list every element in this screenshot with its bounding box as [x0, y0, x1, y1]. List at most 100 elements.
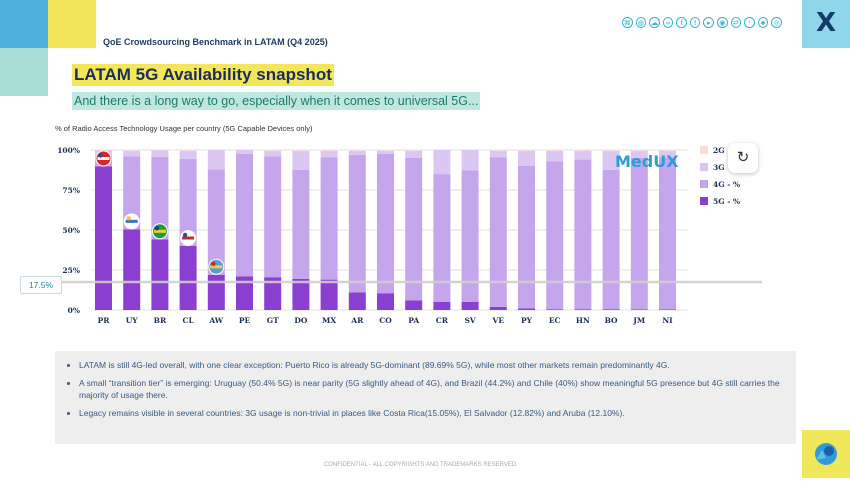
legend-label: 2G: [713, 146, 725, 155]
bar-4g-ar: [349, 155, 366, 293]
x-tick-label: EC: [549, 316, 561, 325]
bar-2g-gt: [264, 150, 281, 151]
mascot-block: [802, 430, 850, 478]
bar-3g-py: [518, 151, 535, 166]
bar-4g-co: [377, 154, 394, 293]
y-tick-label: 75%: [62, 186, 80, 195]
x-tick-label: VE: [492, 316, 505, 325]
y-tick-label: 0%: [68, 306, 80, 315]
bar-3g-hn: [574, 151, 591, 160]
x-tick-label: PR: [98, 316, 111, 325]
bar-5g-do: [292, 279, 309, 310]
note-item: A small “transition tier” is emerging: U…: [79, 377, 786, 402]
bar-3g-aw: [208, 150, 225, 169]
bar-5g-cl: [180, 246, 197, 310]
y-tick-label: 100%: [57, 146, 80, 155]
bar-5g-pa: [405, 300, 422, 310]
mascot-icon: [802, 430, 850, 478]
bar-3g-pe: [236, 150, 253, 154]
x-tick-label: SV: [464, 316, 475, 325]
bar-2g-do: [292, 150, 309, 151]
bar-5g-pr: [95, 166, 112, 310]
bar-4g-py: [518, 166, 535, 308]
bar-5g-uy: [123, 229, 140, 310]
refresh-button[interactable]: ↻: [728, 143, 758, 173]
flag-uruguay-emblem: [127, 216, 131, 220]
bar-4g-do: [292, 170, 309, 279]
bar-5g-ec: [546, 309, 563, 310]
bar-2g-hn: [574, 150, 591, 151]
bar-3g-br: [151, 150, 168, 156]
flag-chile-band: [182, 237, 194, 240]
bar-4g-pa: [405, 158, 422, 300]
x-tick-label: CO: [379, 316, 392, 325]
x-tick-label: AW: [208, 316, 223, 325]
bar-5g-co: [377, 293, 394, 310]
legend-label: 5G - %: [713, 197, 740, 206]
bar-2g-pa: [405, 150, 422, 151]
flag-brazil-band: [154, 230, 166, 233]
note-item: LATAM is still 4G-led overall, with one …: [79, 359, 786, 372]
x-tick-label: MX: [322, 316, 336, 325]
flag-brazil-emblem: [155, 226, 159, 230]
legend-swatch: [700, 197, 708, 205]
x-tick-label: AR: [350, 316, 364, 325]
flag-aruba-emblem: [211, 262, 215, 266]
legend-swatch: [700, 146, 708, 154]
legend-label: 3G: [713, 163, 725, 172]
bar-5g-mx: [321, 280, 338, 310]
bar-3g-cr: [433, 150, 450, 174]
bar-4g-ni: [659, 157, 676, 309]
x-tick-label: PE: [239, 316, 251, 325]
bar-3g-mx: [321, 151, 338, 157]
x-tick-label: PY: [521, 316, 533, 325]
bar-2g-ar: [349, 150, 366, 151]
bar-4g-jm: [631, 158, 648, 310]
flag-puerto-rico-emblem: [98, 153, 102, 157]
legend-label: 4G - %: [713, 180, 740, 189]
bar-2g-co: [377, 150, 394, 151]
flag-uruguay-band: [126, 220, 138, 223]
x-tick-label: GT: [267, 316, 279, 325]
medux-logo: MedUX: [615, 152, 679, 171]
bar-3g-do: [292, 151, 309, 170]
x-tick-label: NI: [662, 316, 673, 325]
x-tick-label: PA: [408, 316, 419, 325]
bar-3g-ec: [546, 151, 563, 161]
flag-puerto-rico-band: [98, 157, 110, 160]
bar-5g-br: [151, 239, 168, 310]
bar-5g-cr: [433, 302, 450, 310]
footer-text: CONFIDENTIAL - ALL COPYRIGHTS AND TRADEM…: [0, 462, 840, 468]
reference-badge: 17.5%: [20, 276, 62, 294]
bar-4g-hn: [574, 160, 591, 310]
x-tick-label: HN: [576, 316, 590, 325]
legend-swatch: [700, 163, 708, 171]
bar-3g-ve: [490, 151, 507, 157]
bar-3g-uy: [123, 151, 140, 157]
bar-2g-ve: [490, 150, 507, 151]
note-item: Legacy remains visible in several countr…: [79, 407, 786, 420]
notes-panel: LATAM is still 4G-led overall, with one …: [55, 351, 796, 444]
bar-2g-bo: [603, 150, 620, 151]
bar-5g-sv: [462, 302, 479, 310]
bar-4g-pe: [236, 154, 253, 276]
bar-5g-ve: [490, 307, 507, 310]
x-tick-label: BO: [605, 316, 618, 325]
flag-aruba-band: [210, 265, 222, 268]
bar-2g-mx: [321, 150, 338, 151]
bar-3g-ar: [349, 151, 366, 155]
bar-3g-co: [377, 151, 394, 154]
x-tick-label: CL: [182, 316, 194, 325]
bar-2g-uy: [123, 150, 140, 151]
x-tick-label: CR: [436, 316, 449, 325]
bar-3g-sv: [462, 150, 479, 171]
bar-5g-aw: [208, 275, 225, 310]
bar-4g-gt: [264, 156, 281, 277]
y-tick-label: 50%: [62, 226, 80, 235]
bar-5g-bo: [603, 309, 620, 310]
bar-4g-ve: [490, 157, 507, 307]
bar-3g-gt: [264, 151, 281, 157]
bar-4g-bo: [603, 170, 620, 309]
bar-3g-pa: [405, 151, 422, 158]
bar-2g-py: [518, 150, 535, 151]
